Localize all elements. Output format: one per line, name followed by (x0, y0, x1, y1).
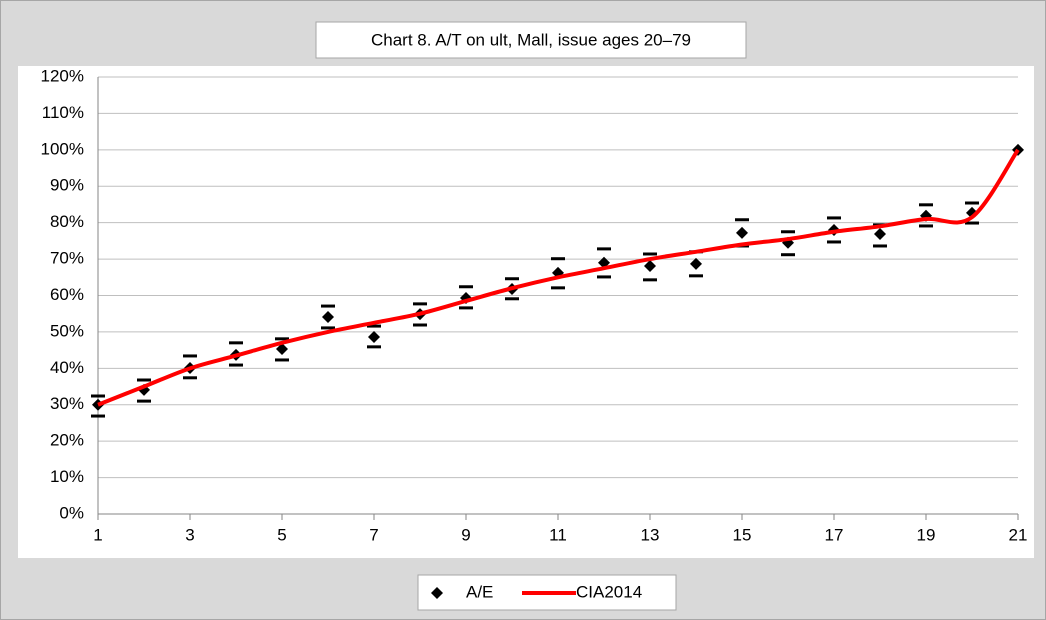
plot-area (18, 66, 1034, 558)
x-tick-label: 5 (277, 525, 286, 544)
marker (276, 343, 288, 356)
marker (322, 310, 334, 323)
y-tick-label: 40% (50, 358, 84, 377)
marker (644, 260, 656, 273)
x-tick-label: 15 (733, 525, 752, 544)
y-tick-label: 110% (42, 103, 84, 122)
y-tick-label: 30% (50, 394, 84, 413)
marker (368, 331, 380, 344)
y-tick-label: 20% (50, 431, 84, 450)
legend-label: CIA2014 (576, 582, 642, 601)
legend-marker (431, 587, 443, 599)
x-tick-label: 13 (641, 525, 660, 544)
x-tick-label: 3 (185, 525, 194, 544)
y-tick-label: 90% (50, 176, 84, 195)
y-tick-label: 60% (50, 285, 84, 304)
x-tick-label: 1 (93, 525, 102, 544)
marker (874, 227, 886, 240)
title-box (315, 21, 747, 59)
y-tick-label: 70% (50, 249, 84, 268)
y-tick-label: 80% (50, 212, 84, 231)
marker (736, 226, 748, 239)
x-tick-label: 11 (549, 525, 567, 544)
line (97, 148, 1020, 407)
marker (690, 257, 702, 270)
chart-title: Chart 8. A/T on ult, Mall, issue ages 20… (371, 30, 691, 49)
legend-label: A/E (466, 582, 493, 601)
x-tick-label: 19 (917, 525, 936, 544)
y-tick-label: 120% (41, 66, 84, 85)
y-tick-label: 100% (41, 139, 84, 158)
x-tick-label: 21 (1009, 525, 1028, 544)
y-tick-label: 50% (50, 321, 84, 340)
x-tick-label: 17 (825, 525, 844, 544)
x-tick-label: 7 (369, 525, 378, 544)
x-tick-label: 9 (461, 525, 470, 544)
y-tick-label: 0% (59, 503, 84, 522)
y-tick-label: 10% (50, 467, 84, 486)
